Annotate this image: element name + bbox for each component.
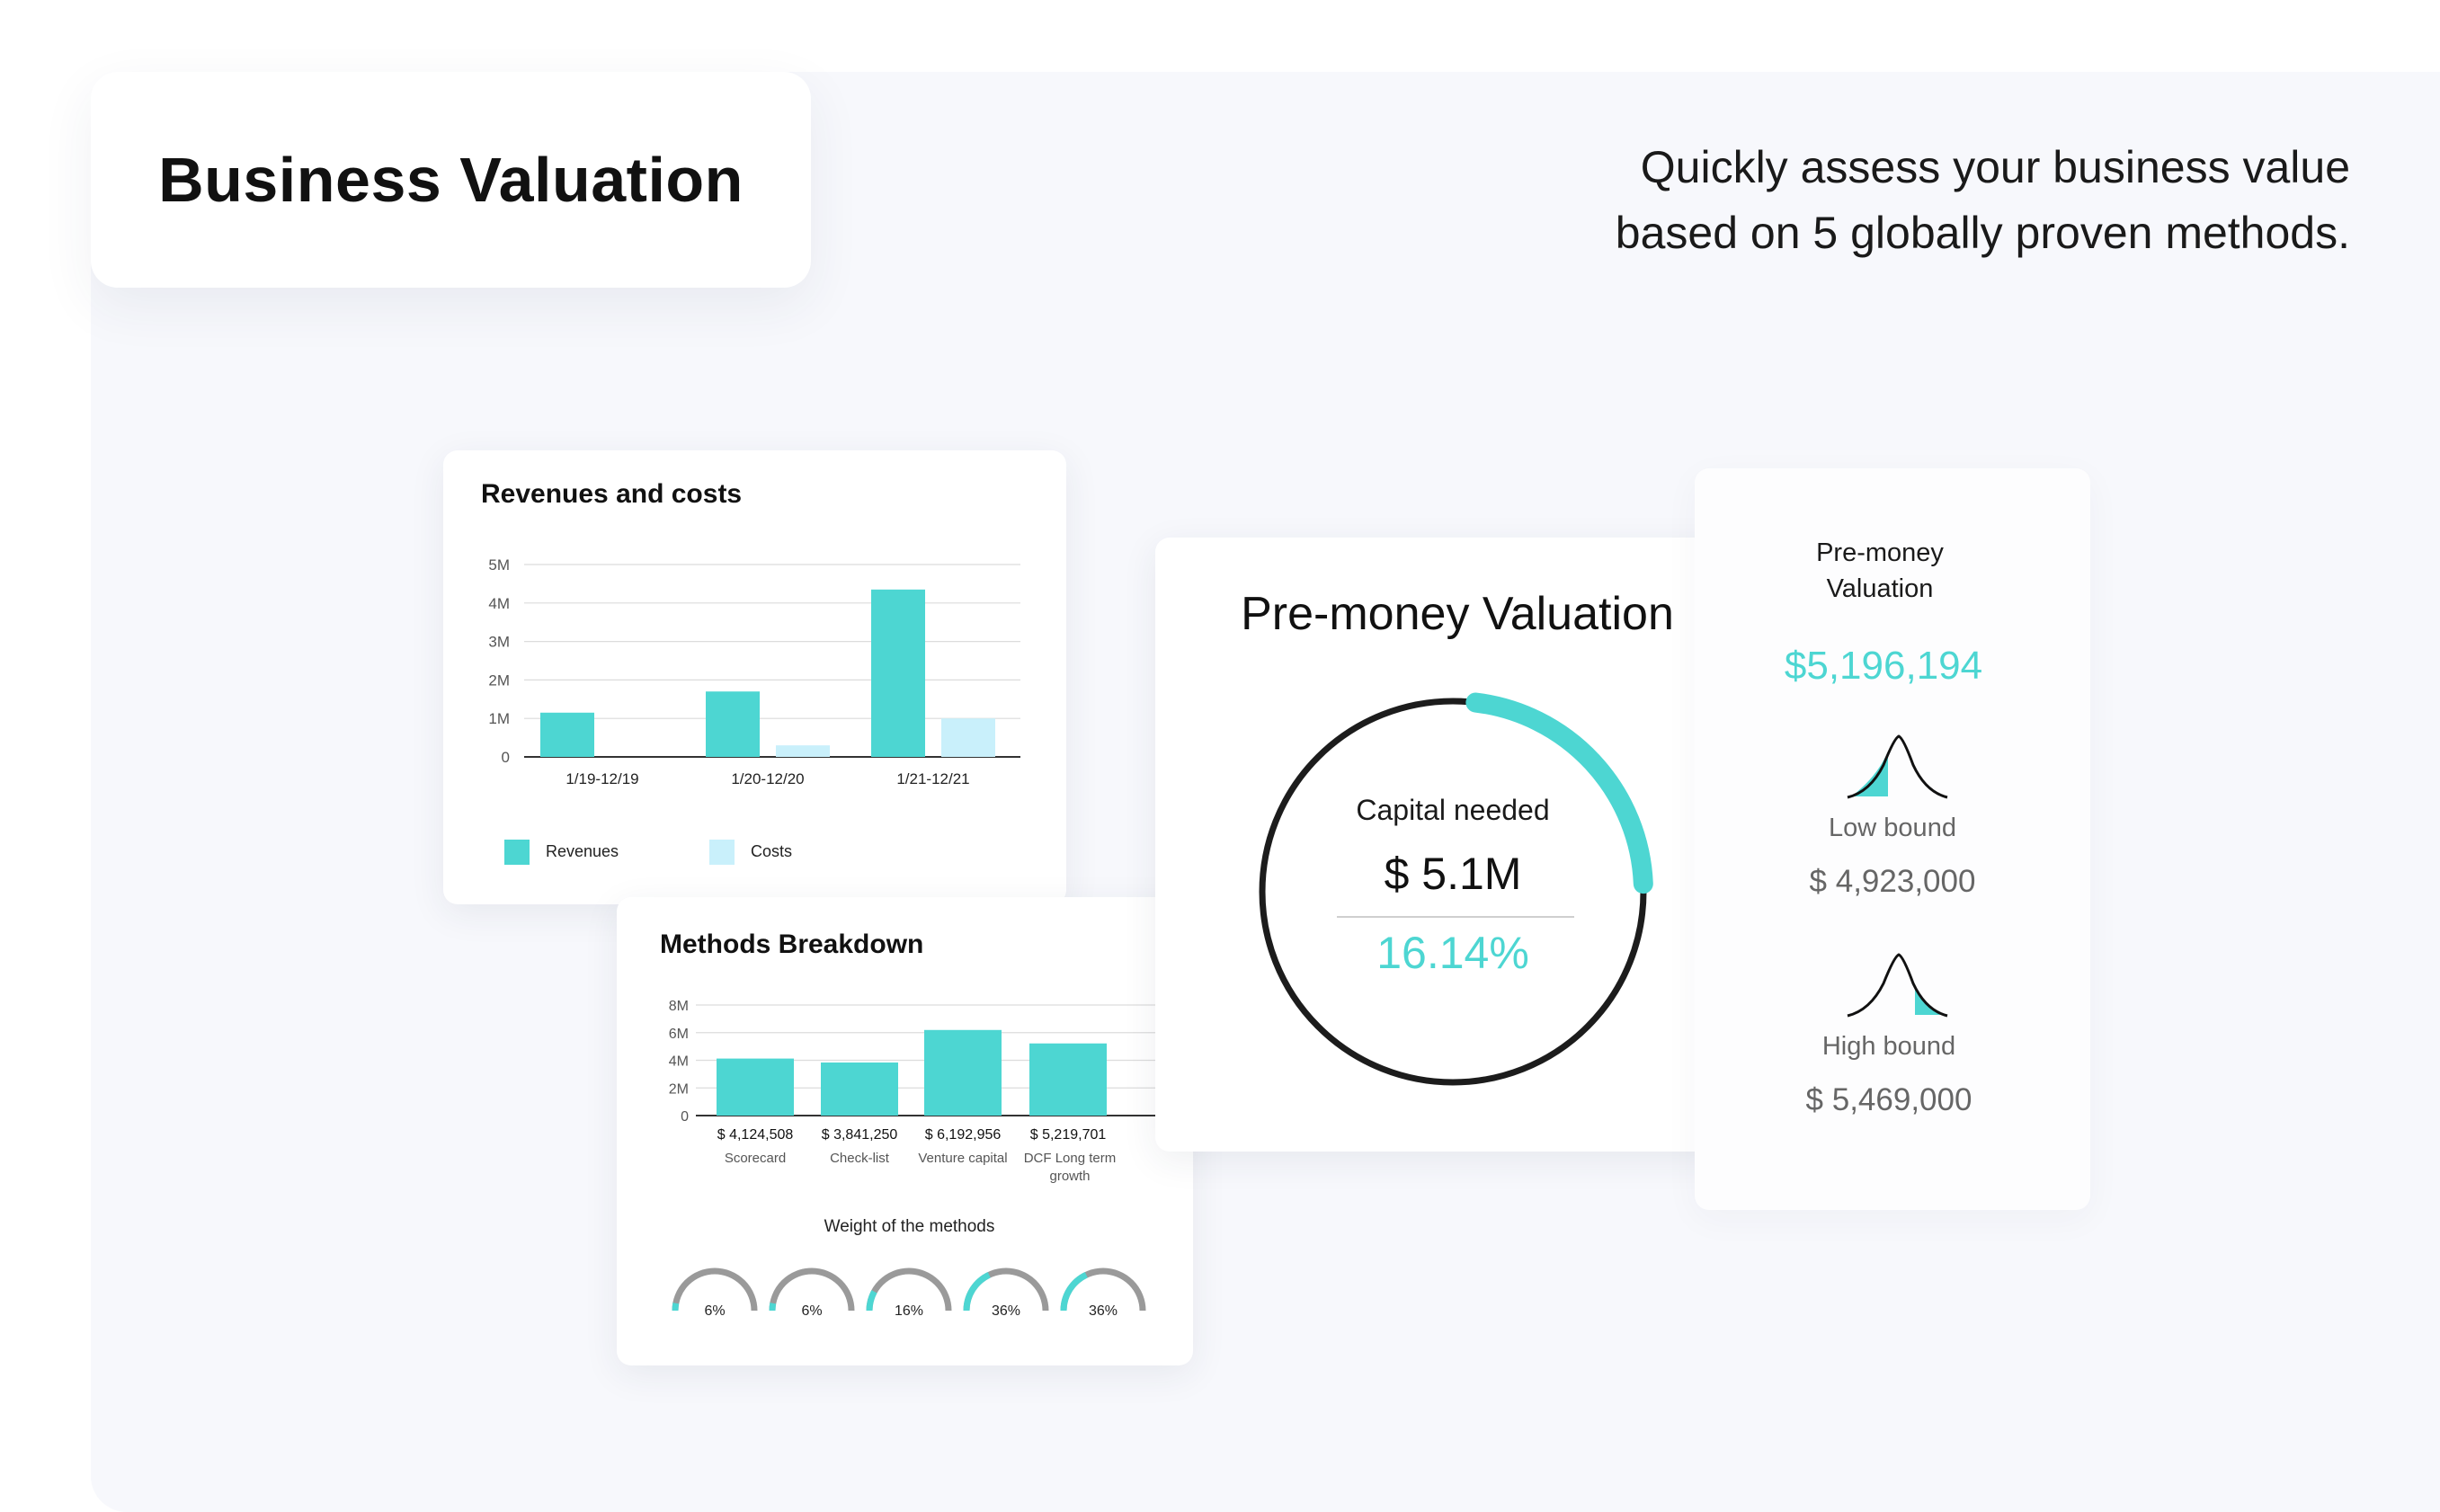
premoney-valuation-card: Pre-money Valuation Capital needed $ 5.1… (1155, 538, 1759, 1152)
gauge-fill (769, 1303, 777, 1312)
premoney-card-title: Pre-money Valuation (1241, 588, 1674, 640)
bar-value-label: $ 4,124,508 (717, 1127, 794, 1143)
y-tick-label: 0 (681, 1109, 689, 1125)
x-tick-label: 1/21-12/21 (896, 770, 969, 787)
capital-gauge (1259, 692, 1653, 1086)
weight-label: 36% (992, 1303, 1020, 1319)
capital-needed-value: $ 5.1M (1384, 849, 1522, 899)
legend-swatch-revenues (504, 840, 530, 865)
weights-title: Weight of the methods (824, 1217, 995, 1236)
y-tick-label: 2M (488, 672, 510, 689)
title-card: Business Valuation (91, 72, 811, 288)
y-tick-label: 4M (669, 1054, 689, 1070)
weight-gauge: 36% (963, 1267, 1049, 1319)
y-tick-label: 5M (488, 556, 510, 574)
weight-label: 6% (704, 1303, 725, 1319)
low-bound-label: Low bound (1829, 814, 1956, 842)
gauge-track (769, 1267, 855, 1312)
bounds-title-line-2: Valuation (1826, 574, 1934, 603)
weight-label: 6% (801, 1303, 822, 1319)
gauge-fill (1060, 1272, 1088, 1312)
bar-method (717, 1058, 794, 1116)
weight-label: 36% (1089, 1303, 1118, 1319)
x-tick-label: growth (1049, 1169, 1090, 1184)
page-title: Business Valuation (158, 145, 744, 215)
bounds-card-title: Pre-money Valuation (1682, 535, 2078, 607)
revenues-costs-card: Revenues and costs 0 1M 2M 3M 4M 5M 1/19-12/19… (443, 450, 1066, 904)
bar-revenues (871, 589, 925, 757)
methods-card-title: Methods Breakdown (660, 929, 924, 959)
high-bound-distribution-icon (1847, 953, 1948, 1018)
bar-revenues (540, 712, 594, 757)
x-tick-label: 1/20-12/20 (731, 770, 804, 787)
legend-label-costs: Costs (751, 842, 793, 860)
methods-breakdown-chart: 0 2M 4M 6M 8M $ 4,124,508 Scorecard $ 3,841,250… (669, 999, 1189, 1184)
bar-costs (776, 745, 830, 757)
legend-swatch-costs (709, 840, 735, 865)
premoney-value: $5,196,194 (1784, 644, 1983, 688)
capital-percent: 16.14% (1376, 928, 1529, 978)
y-tick-label: 4M (488, 595, 510, 612)
method-weights-gauges: 6% 6% 16% 36% 36% (672, 1267, 1146, 1319)
weight-gauge: 16% (866, 1267, 952, 1319)
y-tick-label: 0 (502, 749, 510, 766)
capital-needed-label: Capital needed (1356, 794, 1550, 826)
tagline-line-2: based on 5 globally proven methods. (1615, 208, 2350, 258)
revenues-card-title: Revenues and costs (481, 479, 743, 509)
weight-label: 16% (895, 1303, 923, 1319)
x-tick-label: 1/19-12/19 (565, 770, 638, 787)
x-tick-label: DCF Long term (1024, 1151, 1117, 1166)
bounds-title-line-1: Pre-money (1816, 538, 1944, 567)
tagline: Quickly assess your business value based… (1361, 135, 2350, 266)
x-tick-label: Check-list (830, 1151, 890, 1166)
x-tick-label: Venture capital (918, 1151, 1007, 1166)
bar-value-label: $ 5,219,701 (1030, 1127, 1107, 1143)
low-bound-value: $ 4,923,000 (1809, 864, 1976, 899)
legend-label-revenues: Revenues (546, 842, 619, 860)
y-tick-label: 6M (669, 1027, 689, 1042)
weight-gauge: 36% (1060, 1267, 1146, 1319)
gauge-fill (866, 1290, 877, 1312)
gauge-fill (963, 1272, 991, 1312)
gauge-fill (672, 1303, 680, 1312)
valuation-bounds-card: Pre-money Valuation $5,196,194 Low bound… (1695, 468, 2090, 1210)
tagline-line-1: Quickly assess your business value (1640, 142, 2350, 192)
y-tick-label: 1M (488, 710, 510, 727)
bar-revenues (706, 691, 760, 757)
gauge-progress-arc (1465, 692, 1653, 894)
bar-method (924, 1029, 1002, 1116)
bar-value-label: $ 6,192,956 (925, 1127, 1002, 1143)
weight-gauge: 6% (672, 1267, 758, 1319)
bar-method (821, 1062, 898, 1116)
y-tick-label: 8M (669, 999, 689, 1014)
bar-costs (941, 718, 995, 757)
bar-method (1029, 1043, 1107, 1116)
y-tick-label: 2M (669, 1081, 689, 1097)
methods-breakdown-card: Methods Breakdown 0 2M 4M 6M 8M $ 4,124,508 Sc… (617, 897, 1193, 1365)
bar-value-label: $ 3,841,250 (822, 1127, 898, 1143)
high-bound-label: High bound (1821, 1032, 1956, 1061)
revenues-costs-chart: 0 1M 2M 3M 4M 5M 1/19-12/19 1/20-12/20 1/21-12/2… (488, 556, 1020, 787)
x-tick-label: Scorecard (725, 1151, 786, 1166)
gauge-track (672, 1267, 758, 1312)
low-bound-distribution-icon (1847, 734, 1948, 799)
weight-gauge: 6% (769, 1267, 855, 1319)
high-bound-value: $ 5,469,000 (1805, 1082, 1972, 1117)
y-tick-label: 3M (488, 634, 510, 651)
